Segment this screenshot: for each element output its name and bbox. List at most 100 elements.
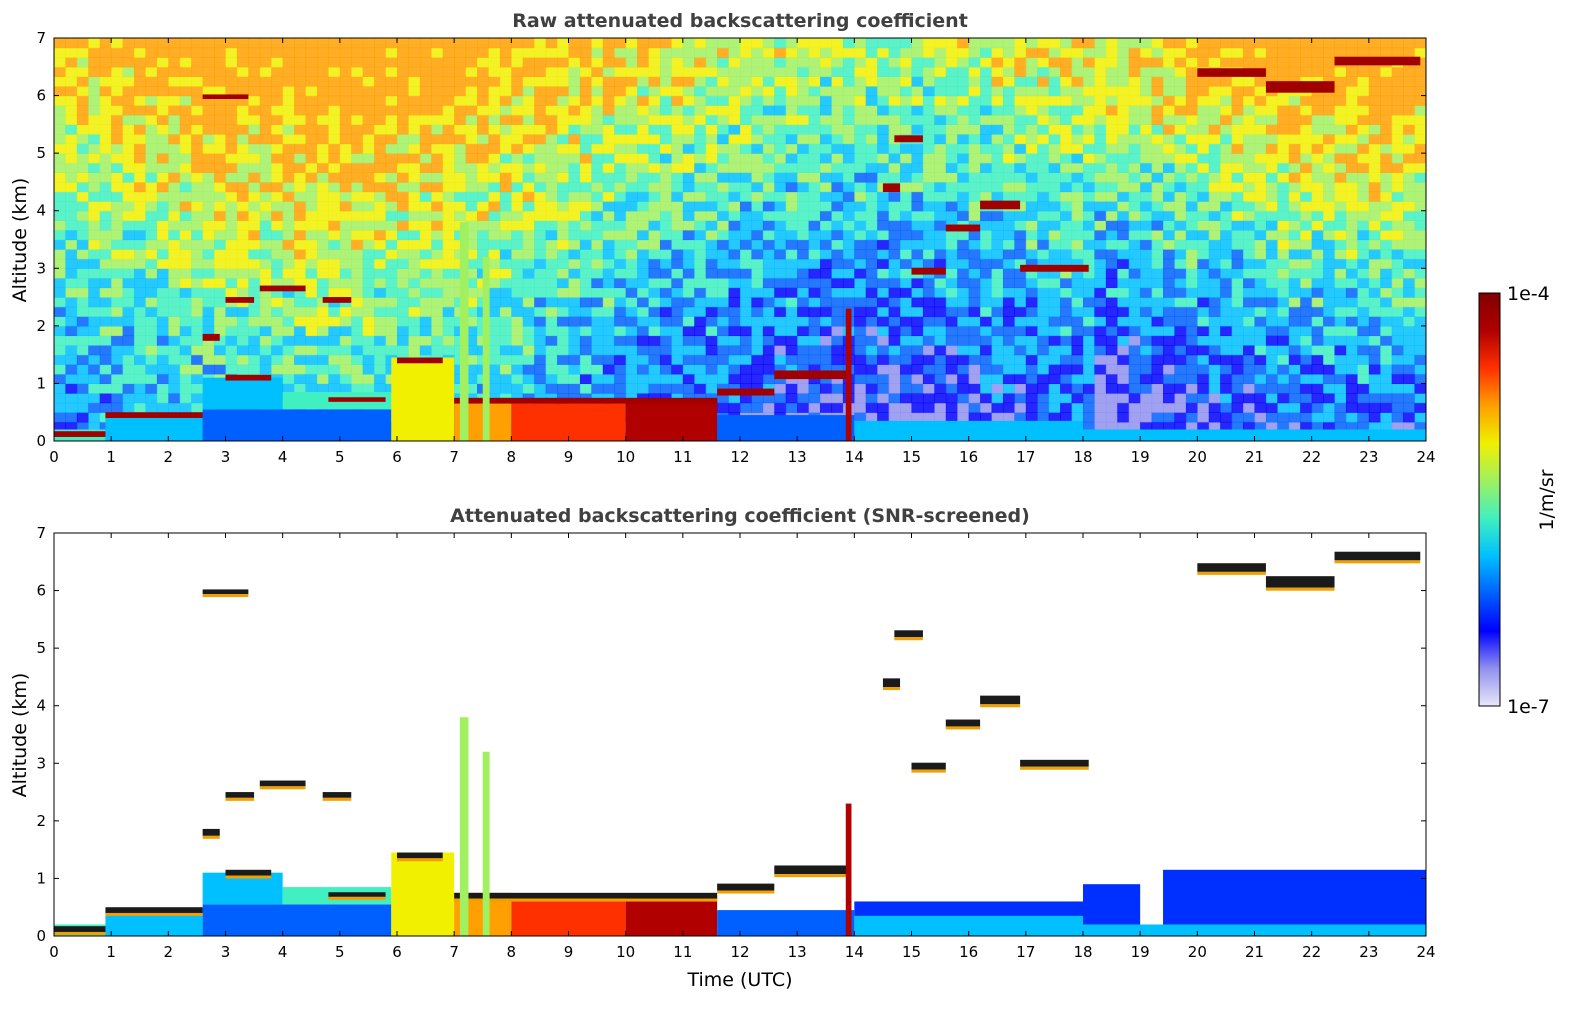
noise-cell — [248, 85, 261, 97]
noise-cell — [522, 345, 535, 356]
noise-cell — [1185, 277, 1198, 289]
noise-cell — [1002, 306, 1015, 317]
noise-cell — [99, 85, 112, 97]
noise-cell — [1071, 239, 1084, 250]
noise-cell — [945, 210, 958, 221]
noise-cell — [236, 287, 249, 298]
noise-cell — [294, 239, 307, 250]
noise-cell — [842, 287, 855, 298]
noise-cell — [1288, 38, 1301, 49]
noise-cell — [774, 297, 787, 308]
noise-cell — [1025, 172, 1038, 183]
noise-cell — [168, 393, 181, 404]
noise-cell — [499, 143, 512, 154]
noise-cell — [820, 249, 833, 260]
noise-cell — [1140, 220, 1153, 231]
noise-cell — [797, 143, 810, 154]
noise-cell — [179, 172, 192, 183]
noise-cell — [728, 249, 741, 260]
noise-cell — [374, 364, 387, 375]
noise-cell — [1345, 210, 1358, 221]
noise-cell — [305, 38, 318, 49]
noise-cell — [842, 277, 855, 289]
noise-cell — [1163, 393, 1176, 404]
noise-cell — [637, 268, 650, 279]
noise-cell — [54, 114, 67, 125]
noise-cell — [1368, 239, 1381, 250]
noise-cell — [191, 57, 204, 68]
noise-cell — [1380, 181, 1393, 193]
noise-cell — [1117, 373, 1130, 385]
noise-cell — [888, 249, 901, 260]
noise-cell — [1345, 153, 1358, 164]
noise-cell — [980, 114, 993, 125]
noise-cell — [214, 66, 227, 77]
noise-cell — [1083, 85, 1096, 97]
noise-cell — [1334, 105, 1347, 116]
noise-cell — [88, 249, 101, 260]
noise-cell — [271, 114, 284, 125]
noise-cell — [88, 201, 101, 212]
noise-cell — [305, 239, 318, 250]
noise-cell — [1163, 354, 1176, 365]
noise-cell — [1174, 412, 1187, 423]
noise-cell — [454, 66, 467, 77]
noise-cell — [1300, 210, 1313, 221]
noise-cell — [534, 201, 547, 212]
noise-cell — [637, 162, 650, 173]
noise-cell — [911, 412, 924, 423]
noise-cell — [991, 191, 1004, 202]
noise-cell — [1357, 85, 1370, 97]
noise-cell — [980, 76, 993, 87]
noise-cell — [659, 229, 672, 241]
noise-cell — [351, 57, 364, 68]
noise-cell — [1117, 239, 1130, 250]
noise-cell — [842, 172, 855, 183]
noise-cell — [808, 162, 821, 173]
noise-cell — [202, 143, 215, 154]
noise-cell — [88, 277, 101, 289]
noise-cell — [545, 345, 558, 356]
noise-cell — [1265, 335, 1278, 346]
noise-cell — [602, 57, 615, 68]
noise-cell — [1105, 47, 1118, 58]
noise-cell — [922, 345, 935, 356]
noise-cell — [499, 335, 512, 346]
noise-cell — [488, 229, 501, 241]
noise-cell — [1105, 335, 1118, 346]
noise-cell — [419, 229, 432, 241]
noise-cell — [522, 373, 535, 385]
noise-cell — [419, 95, 432, 106]
noise-cell — [1311, 95, 1324, 106]
noise-cell — [271, 162, 284, 173]
noise-cell — [145, 47, 158, 58]
noise-cell — [1380, 210, 1393, 221]
noise-cell — [225, 249, 238, 260]
noise-cell — [1174, 373, 1187, 385]
noise-cell — [865, 76, 878, 87]
noise-cell — [1094, 114, 1107, 125]
noise-cell — [1163, 412, 1176, 423]
noise-cell — [957, 143, 970, 154]
noise-cell — [465, 114, 478, 125]
noise-cell — [900, 287, 913, 298]
noise-cell — [1311, 220, 1324, 231]
noise-cell — [865, 143, 878, 154]
noise-cell — [1140, 38, 1153, 49]
noise-cell — [1002, 85, 1015, 97]
noise-cell — [76, 239, 89, 250]
noise-cell — [625, 143, 638, 154]
noise-cell — [980, 364, 993, 375]
noise-cell — [637, 66, 650, 77]
noise-cell — [774, 316, 787, 327]
noise-cell — [1265, 249, 1278, 260]
noise-cell — [248, 95, 261, 106]
noise-cell — [1265, 345, 1278, 356]
noise-cell — [705, 201, 718, 212]
noise-cell — [1391, 354, 1404, 365]
noise-cell — [900, 162, 913, 173]
noise-cell — [762, 402, 775, 413]
noise-cell — [1265, 57, 1278, 68]
noise-cell — [534, 287, 547, 298]
noise-cell — [328, 191, 341, 202]
